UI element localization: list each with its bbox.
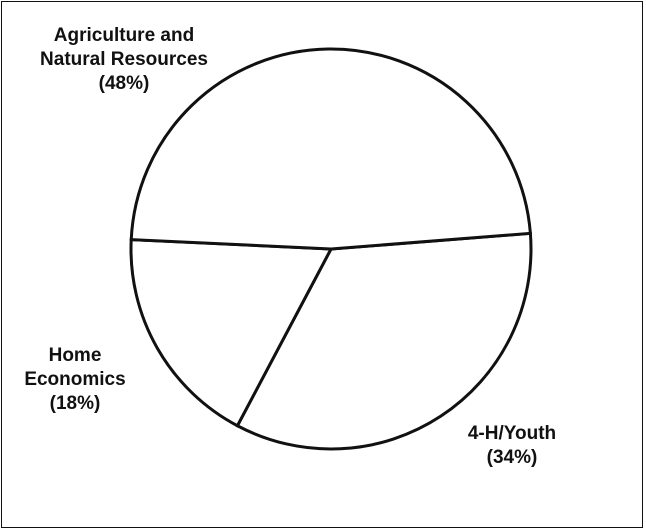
slice-label-youth-line-1: 4-H/Youth [452, 422, 572, 446]
slice-label-home-economics-line-2: Economics [14, 368, 136, 392]
slice-label-agriculture-line-1: Agriculture and [22, 24, 226, 48]
slice-label-home-economics: Home Economics (18%) [14, 344, 136, 416]
slice-label-youth: 4-H/Youth (34%) [452, 422, 572, 470]
slice-label-agriculture-line-2: Natural Resources [22, 48, 226, 72]
slice-percent-youth: (34%) [452, 446, 572, 470]
slice-label-agriculture: Agriculture and Natural Resources (48%) [22, 24, 226, 96]
slice-percent-agriculture: (48%) [22, 72, 226, 96]
slice-label-home-economics-line-1: Home [14, 344, 136, 368]
slice-percent-home-economics: (18%) [14, 392, 136, 416]
